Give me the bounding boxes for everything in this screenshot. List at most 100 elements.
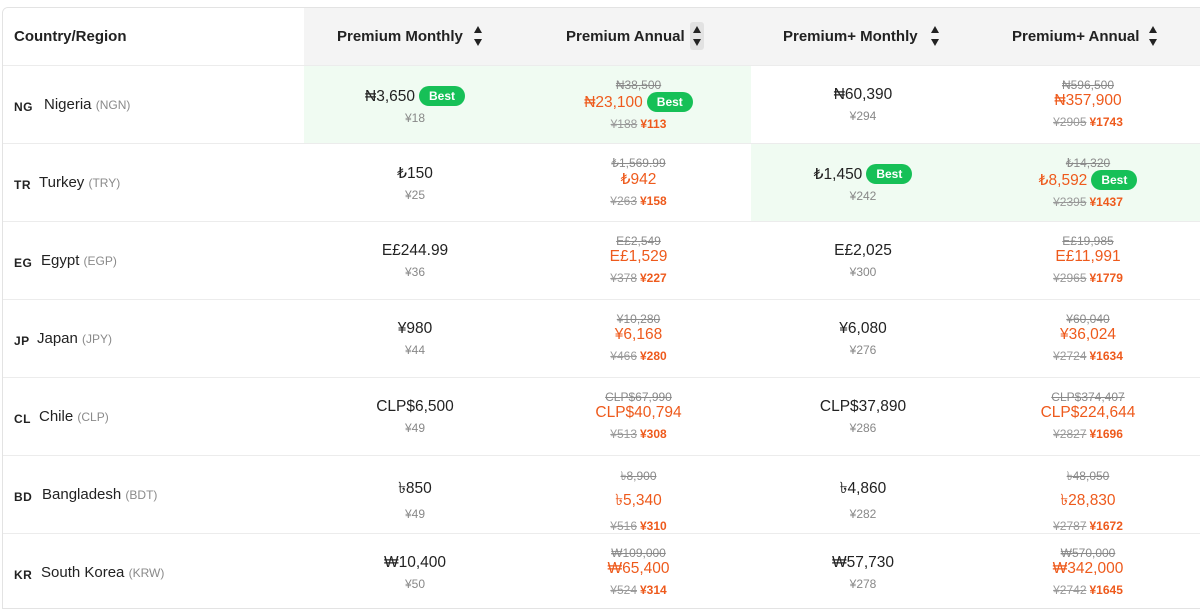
header-premium-plus-annual[interactable]: Premium+ Annual (975, 8, 1200, 65)
price-line: CLP$224,644 (975, 404, 1200, 422)
cny-original: ¥2787 (1053, 519, 1087, 533)
cny-price: ¥294 (849, 109, 877, 123)
price-cell-premium-plus-annual: ₦596,500 ₦357,900 ¥2905 ¥1743 (975, 66, 1200, 143)
sort-down-icon (693, 39, 701, 46)
price: ₺1,450 (813, 166, 863, 183)
sort-premium-annual-button[interactable] (690, 22, 704, 50)
country-cell: BD Bangladesh (BDT) (3, 456, 304, 533)
sort-up-icon (1149, 26, 1157, 33)
price-line: ₩342,000 (975, 560, 1200, 578)
cny-equivalent: ¥25 (304, 188, 526, 202)
country-code: NG (14, 100, 33, 114)
price-line: ₦23,100 Best (526, 92, 751, 112)
country-code: BD (14, 490, 33, 504)
header-premium-monthly[interactable]: Premium Monthly (304, 8, 526, 65)
original-price: CLP$374,407 (1051, 390, 1125, 404)
table-row: NG Nigeria (NGN) ₦3,650 Best ¥18 ₦38,500 ₦23,1… (3, 66, 1200, 144)
country-cell: EG Egypt (EGP) (3, 222, 304, 299)
country-code: EG (14, 256, 33, 270)
price: ¥980 (397, 320, 433, 337)
cny-price: ¥36 (404, 265, 426, 279)
original-price: ₩570,000 (1060, 546, 1116, 560)
price-line: ₦357,900 (975, 92, 1200, 110)
price-stack: ₩57,730 ¥278 (751, 554, 975, 591)
sort-premium-plus-annual-button[interactable] (1146, 22, 1160, 50)
cny-discounted: ¥314 (640, 583, 667, 597)
price-line: ₺150 (304, 164, 526, 183)
price-line: ৳4,860 (751, 476, 975, 502)
cny-equivalent: ¥2827 ¥1696 (975, 427, 1200, 441)
cny-discounted: ¥227 (640, 271, 667, 285)
country-name-text: Bangladesh (42, 486, 122, 503)
price-cell-premium-annual: CLP$67,990 CLP$40,794 ¥513 ¥308 (526, 378, 751, 455)
cny-equivalent: ¥2724 ¥1634 (975, 349, 1200, 363)
sale-price: ₺8,592 (1038, 172, 1088, 189)
country-currency: (BDT) (125, 488, 158, 502)
price-line: E£11,991 (975, 248, 1200, 266)
header-premium-annual[interactable]: Premium Annual (526, 8, 751, 65)
cny-original: ¥2827 (1053, 427, 1087, 441)
price-stack: E£2,025 ¥300 (751, 242, 975, 279)
cny-equivalent: ¥282 (751, 507, 975, 521)
sale-price: CLP$40,794 (595, 404, 682, 421)
cny-equivalent: ¥300 (751, 265, 975, 279)
cny-discounted: ¥1645 (1089, 583, 1123, 597)
price-cell-premium-monthly: ₩10,400 ¥50 (304, 534, 526, 608)
table-row: JP Japan (JPY) ¥980 ¥44 ¥10,280 ¥6,168 ¥466 ¥28… (3, 300, 1200, 378)
sale-price: E£1,529 (609, 248, 668, 265)
sale-price: ₩342,000 (1052, 560, 1124, 577)
price-line: ₦3,650 Best (304, 86, 526, 106)
table-header: Country/Region Premium Monthly Premium A… (3, 8, 1200, 66)
cny-equivalent: ¥50 (304, 577, 526, 591)
price-stack: E£19,985 E£11,991 ¥2965 ¥1779 (975, 234, 1200, 285)
cny-original: ¥516 (610, 519, 637, 533)
country-name: Egypt (EGP) (41, 252, 117, 269)
header-premium-plus-monthly[interactable]: Premium+ Monthly (751, 8, 975, 65)
price-stack: ৳8,900 ৳5,340 ¥516 ¥310 (526, 468, 751, 533)
country-name: South Korea (KRW) (41, 564, 164, 581)
cny-price: ¥242 (849, 189, 877, 203)
cny-equivalent: ¥524 ¥314 (526, 583, 751, 597)
price-stack: ₦3,650 Best ¥18 (304, 86, 526, 125)
country-cell: JP Japan (JPY) (3, 300, 304, 377)
price-line: E£2,025 (751, 242, 975, 260)
table-row: BD Bangladesh (BDT) ৳850 ¥49 ৳8,900 ৳5,340 ¥51… (3, 456, 1200, 534)
sort-premium-monthly-button[interactable] (471, 22, 485, 50)
cny-equivalent: ¥513 ¥308 (526, 427, 751, 441)
price: E£244.99 (381, 242, 449, 259)
price-cell-premium-annual: ₩109,000 ₩65,400 ¥524 ¥314 (526, 534, 751, 608)
cny-equivalent: ¥2395 ¥1437 (975, 195, 1200, 209)
price-line: ₩57,730 (751, 554, 975, 572)
pricing-table: Country/Region Premium Monthly Premium A… (2, 7, 1200, 609)
country-currency: (TRY) (88, 176, 121, 190)
cny-equivalent: ¥242 (751, 189, 975, 203)
price: ₩10,400 (383, 554, 447, 571)
original-price: ¥10,280 (616, 312, 661, 326)
best-badge: Best (646, 92, 693, 112)
cny-equivalent: ¥378 ¥227 (526, 271, 751, 285)
price-line: ₺8,592 Best (975, 170, 1200, 190)
price-cell-premium-plus-monthly: ₦60,390 ¥294 (751, 66, 975, 143)
cny-equivalent: ¥276 (751, 343, 975, 357)
price-cell-premium-plus-monthly: E£2,025 ¥300 (751, 222, 975, 299)
price-stack: CLP$374,407 CLP$224,644 ¥2827 ¥1696 (975, 390, 1200, 441)
price-line: ¥6,080 (751, 320, 975, 338)
sort-down-icon (474, 39, 482, 46)
price-cell-premium-plus-monthly: ৳4,860 ¥282 (751, 456, 975, 533)
price-stack: ৳850 ¥49 (304, 476, 526, 521)
price-stack: CLP$37,890 ¥286 (751, 398, 975, 435)
best-badge: Best (1091, 170, 1138, 190)
sort-premium-plus-monthly-button[interactable] (928, 22, 942, 50)
price: ₦3,650 (365, 88, 415, 105)
price-line: ৳28,830 (975, 488, 1200, 514)
sort-up-icon (931, 26, 939, 33)
best-badge: Best (418, 86, 465, 106)
cny-price: ¥25 (404, 188, 426, 202)
cny-price: ¥44 (404, 343, 426, 357)
price-stack: ৳4,860 ¥282 (751, 476, 975, 521)
price-stack: ¥10,280 ¥6,168 ¥466 ¥280 (526, 312, 751, 363)
cny-price: ¥286 (849, 421, 877, 435)
country-cell: CL Chile (CLP) (3, 378, 304, 455)
price-stack: ₺1,450 Best ¥242 (751, 164, 975, 203)
sale-price: ¥6,168 (614, 326, 663, 343)
